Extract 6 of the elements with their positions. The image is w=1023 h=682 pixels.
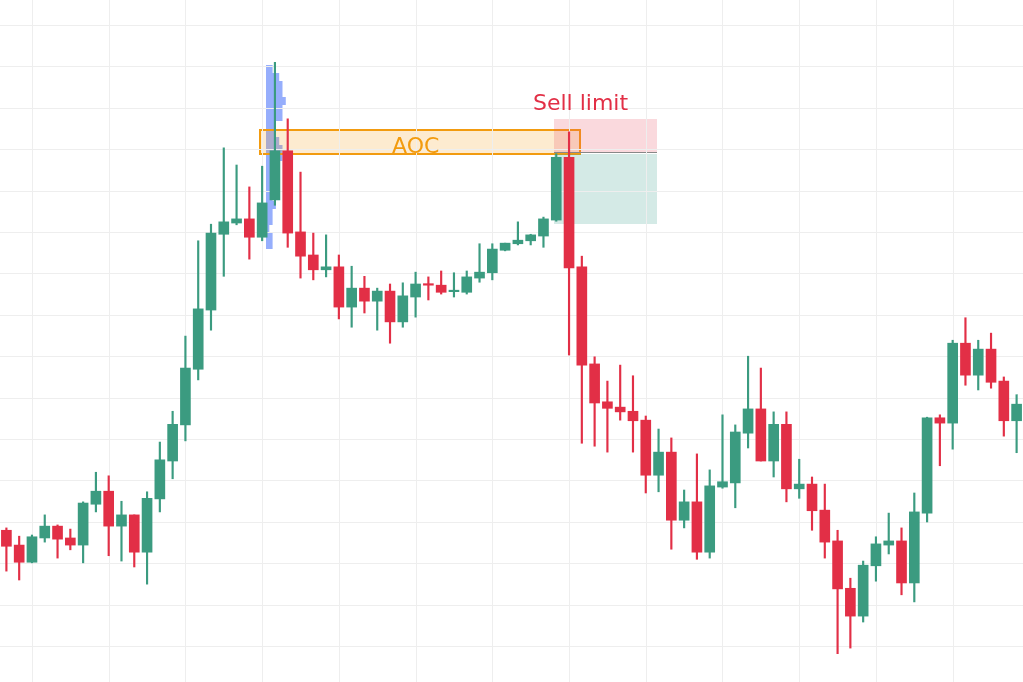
annotation: AOC (392, 133, 440, 158)
candlestick (474, 243, 485, 283)
candlestick (116, 500, 127, 562)
annotation: Sell limit (533, 90, 629, 115)
candlestick (295, 171, 306, 279)
candlestick (717, 414, 728, 489)
